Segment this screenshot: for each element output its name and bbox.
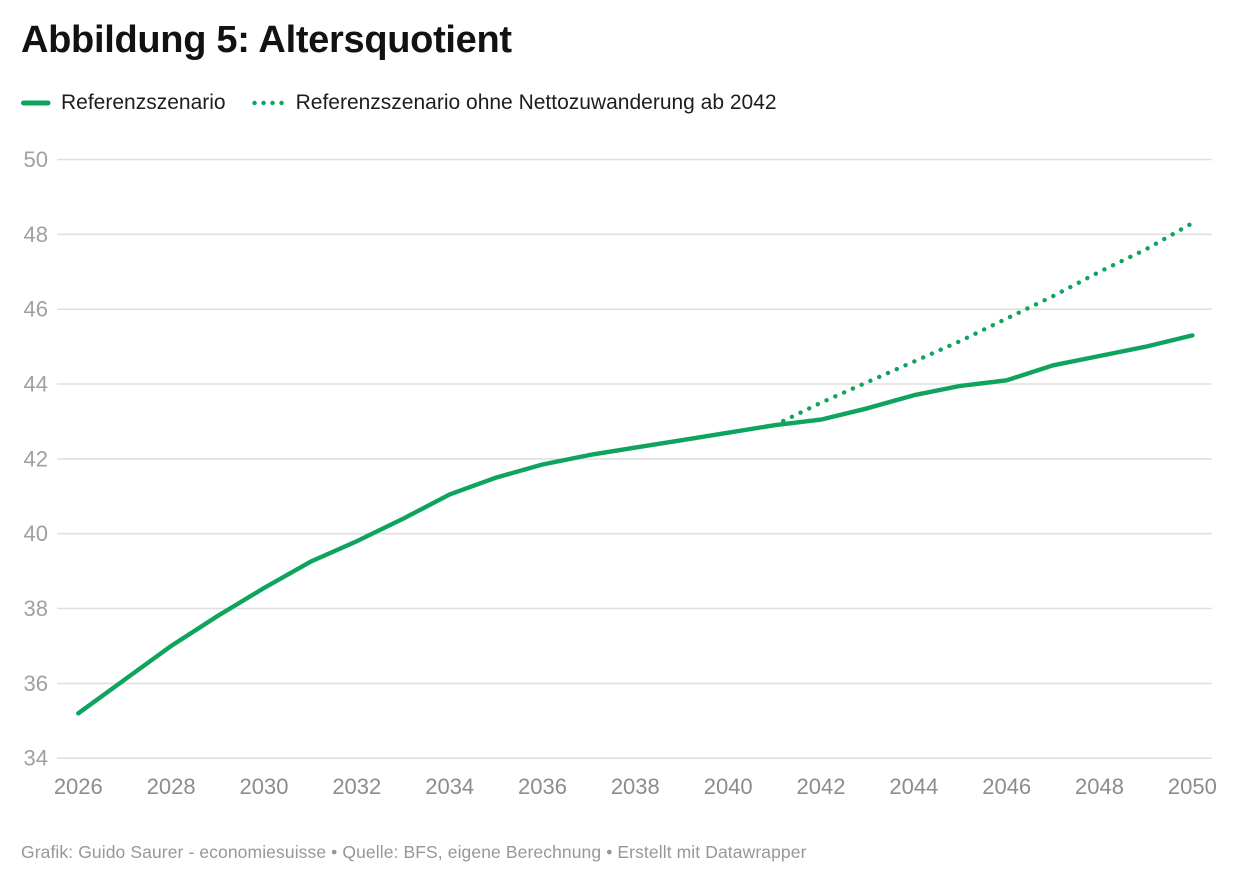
series-line-ohne-nettozuwanderung (772, 220, 1195, 428)
y-tick-label-40: 40 (24, 521, 48, 546)
legend: Referenzszenario Referenzszenario ohne N… (21, 91, 777, 115)
x-tick-label-2048: 2048 (1075, 774, 1124, 799)
x-tick-label-2042: 2042 (797, 774, 846, 799)
chart-footer: Grafik: Guido Saurer - economiesuisse • … (21, 842, 807, 862)
y-tick-label-46: 46 (24, 297, 48, 322)
y-tick-label-42: 42 (24, 446, 48, 471)
legend-item-ohne-nettozuwanderung: Referenzszenario ohne Nettozuwanderung a… (251, 91, 777, 115)
y-tick-label-48: 48 (24, 222, 48, 247)
x-tick-label-2032: 2032 (332, 774, 381, 799)
y-tick-label-44: 44 (24, 372, 48, 397)
x-tick-label-2050: 2050 (1168, 774, 1217, 799)
y-tick-label-38: 38 (24, 596, 48, 621)
x-tick-label-2034: 2034 (425, 774, 474, 799)
solid-line-swatch-icon (21, 100, 51, 106)
x-tick-label-2026: 2026 (54, 774, 103, 799)
x-tick-label-2036: 2036 (518, 774, 567, 799)
legend-label-referenzszenario: Referenzszenario (61, 91, 226, 114)
x-tick-label-2044: 2044 (889, 774, 938, 799)
x-tick-label-2040: 2040 (704, 774, 753, 799)
series-line-referenzszenario (76, 333, 1195, 716)
legend-item-referenzszenario: Referenzszenario (21, 91, 226, 115)
x-tick-label-2046: 2046 (982, 774, 1031, 799)
y-tick-label-36: 36 (24, 671, 48, 696)
chart-title: Abbildung 5: Altersquotient (21, 19, 512, 61)
dotted-line-swatch-icon (251, 100, 286, 106)
x-tick-label-2030: 2030 (240, 774, 289, 799)
y-tick-label-50: 50 (24, 147, 48, 172)
y-tick-label-34: 34 (24, 746, 48, 771)
x-tick-label-2028: 2028 (147, 774, 196, 799)
x-tick-label-2038: 2038 (611, 774, 660, 799)
legend-label-ohne-nettozuwanderung: Referenzszenario ohne Nettozuwanderung a… (295, 91, 777, 114)
